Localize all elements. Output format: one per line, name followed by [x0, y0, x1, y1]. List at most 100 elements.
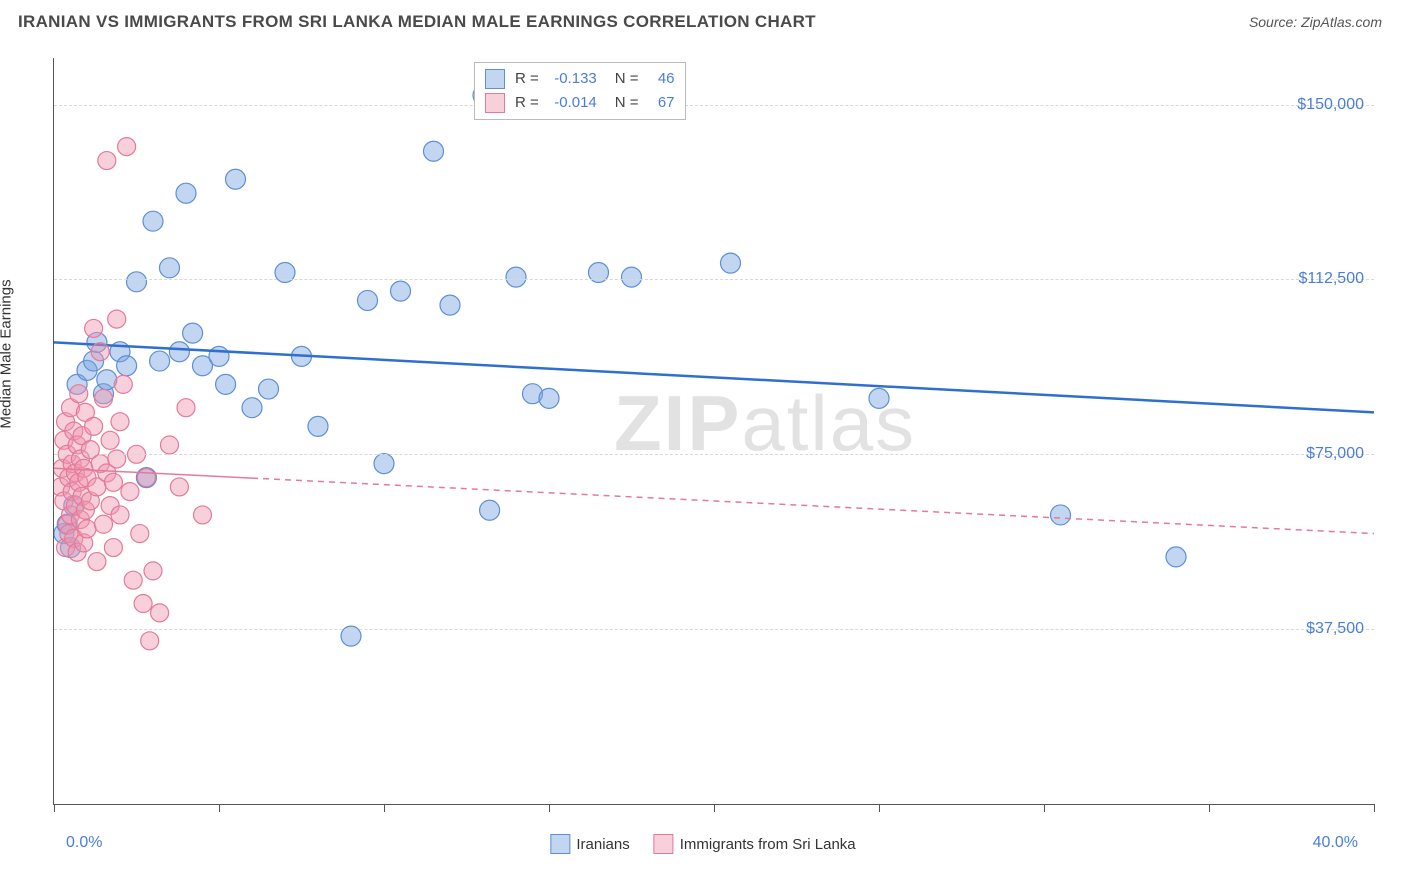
data-point — [440, 295, 460, 315]
data-point — [539, 388, 559, 408]
y-tick-label: $37,500 — [1306, 620, 1364, 638]
data-point — [177, 399, 195, 417]
data-point — [170, 478, 188, 496]
data-point — [622, 267, 642, 287]
gridline — [54, 279, 1374, 280]
data-point — [131, 525, 149, 543]
data-point — [143, 211, 163, 231]
x-tick — [549, 804, 550, 812]
data-point — [358, 290, 378, 310]
data-point — [216, 374, 236, 394]
data-point — [111, 413, 129, 431]
data-point — [259, 379, 279, 399]
data-point — [108, 450, 126, 468]
correlation-legend: R = -0.133 N = 46 R = -0.014 N = 67 — [474, 62, 686, 120]
plot-area: ZIPatlas $37,500$75,000$112,500$150,000 … — [53, 58, 1374, 805]
y-axis-title: Median Male Earnings — [0, 279, 15, 428]
legend-label-iranians: Iranians — [576, 836, 629, 853]
data-point — [1051, 505, 1071, 525]
data-point — [506, 267, 526, 287]
data-point — [104, 539, 122, 557]
data-point — [141, 632, 159, 650]
data-point — [480, 500, 500, 520]
y-tick-label: $75,000 — [1306, 445, 1364, 463]
data-point — [124, 571, 142, 589]
data-point — [134, 595, 152, 613]
data-point — [424, 141, 444, 161]
x-tick — [384, 804, 385, 812]
r-value-srilanka: -0.014 — [545, 91, 597, 115]
n-label: N = — [615, 67, 639, 91]
legend-item-iranians: Iranians — [550, 834, 629, 854]
data-point — [121, 483, 139, 501]
data-point — [209, 346, 229, 366]
data-point — [226, 169, 246, 189]
trend-line-extrapolated — [252, 478, 1374, 533]
swatch-srilanka — [485, 93, 505, 113]
source-label: Source: ZipAtlas.com — [1249, 14, 1382, 30]
data-point — [111, 506, 129, 524]
gridline — [54, 629, 1374, 630]
data-point — [183, 323, 203, 343]
data-point — [391, 281, 411, 301]
swatch-iranians — [485, 69, 505, 89]
x-tick — [219, 804, 220, 812]
gridline — [54, 105, 1374, 106]
n-value-srilanka: 67 — [645, 91, 675, 115]
data-point — [88, 553, 106, 571]
data-point — [118, 138, 136, 156]
data-point — [108, 310, 126, 328]
data-point — [101, 431, 119, 449]
y-tick-label: $150,000 — [1297, 96, 1364, 114]
r-label: R = — [515, 67, 539, 91]
data-point — [98, 152, 116, 170]
data-point — [85, 417, 103, 435]
data-point — [114, 375, 132, 393]
gridline — [54, 454, 1374, 455]
r-label: R = — [515, 91, 539, 115]
x-axis-max-label: 40.0% — [1313, 834, 1358, 852]
data-point — [117, 356, 137, 376]
legend-row-srilanka: R = -0.014 N = 67 — [485, 91, 675, 115]
data-point — [176, 183, 196, 203]
data-point — [91, 343, 109, 361]
data-point — [242, 398, 262, 418]
data-point — [160, 258, 180, 278]
data-point — [308, 416, 328, 436]
legend-row-iranians: R = -0.133 N = 46 — [485, 67, 675, 91]
swatch-iranians — [550, 834, 570, 854]
data-point — [169, 342, 189, 362]
data-point — [151, 604, 169, 622]
swatch-srilanka — [654, 834, 674, 854]
data-point — [144, 562, 162, 580]
x-tick — [54, 804, 55, 812]
series-legend: Iranians Immigrants from Sri Lanka — [550, 834, 855, 854]
x-tick — [714, 804, 715, 812]
data-point — [97, 370, 117, 390]
data-point — [137, 469, 155, 487]
chart-title: IRANIAN VS IMMIGRANTS FROM SRI LANKA MED… — [18, 12, 816, 32]
x-axis-min-label: 0.0% — [66, 834, 102, 852]
legend-item-srilanka: Immigrants from Sri Lanka — [654, 834, 856, 854]
data-point — [95, 515, 113, 533]
legend-label-srilanka: Immigrants from Sri Lanka — [680, 836, 856, 853]
data-point — [1166, 547, 1186, 567]
x-tick — [879, 804, 880, 812]
n-label: N = — [615, 91, 639, 115]
x-tick — [1044, 804, 1045, 812]
data-point — [95, 389, 113, 407]
y-tick-label: $112,500 — [1298, 270, 1364, 288]
r-value-iranians: -0.133 — [545, 67, 597, 91]
data-point — [374, 454, 394, 474]
data-point — [78, 520, 96, 538]
data-point — [85, 319, 103, 337]
x-tick — [1209, 804, 1210, 812]
data-point — [127, 272, 147, 292]
data-point — [70, 385, 88, 403]
n-value-iranians: 46 — [645, 67, 675, 91]
chart-container: Median Male Earnings ZIPatlas $37,500$75… — [18, 40, 1388, 860]
x-tick — [1374, 804, 1375, 812]
data-point — [150, 351, 170, 371]
data-point — [721, 253, 741, 273]
data-point — [194, 506, 212, 524]
